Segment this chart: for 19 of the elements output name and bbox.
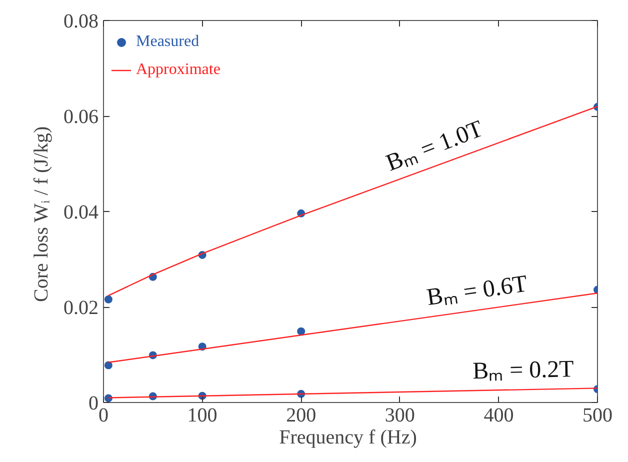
- legend-label: Measured: [136, 33, 200, 51]
- x-axis-title: Frequency f (Hz): [279, 426, 417, 448]
- x-tick-label: 500: [582, 404, 612, 426]
- x-tick-label: 300: [384, 404, 415, 426]
- x-tick-label: 200: [286, 404, 316, 426]
- annotation: Bₘ = 1.0T: [382, 116, 487, 177]
- annotation: Bₘ = 0.6T: [425, 271, 530, 312]
- x-tick-label: 100: [187, 404, 218, 426]
- y-tick-label: 0.02: [64, 297, 98, 319]
- point: [104, 295, 112, 304]
- point: [104, 361, 112, 370]
- y-tick-label: 0.04: [64, 202, 98, 224]
- y-axis-title: Core loss Wᵢ / f (J/kg): [30, 126, 52, 302]
- x-tick-label: 400: [484, 404, 514, 426]
- y-tick-label: 0.08: [64, 10, 98, 32]
- annotation: Bₘ = 0.2T: [472, 356, 574, 385]
- point: [297, 327, 306, 336]
- y-tick-label: 0.06: [64, 106, 98, 128]
- legend-label: Approximate: [136, 61, 220, 79]
